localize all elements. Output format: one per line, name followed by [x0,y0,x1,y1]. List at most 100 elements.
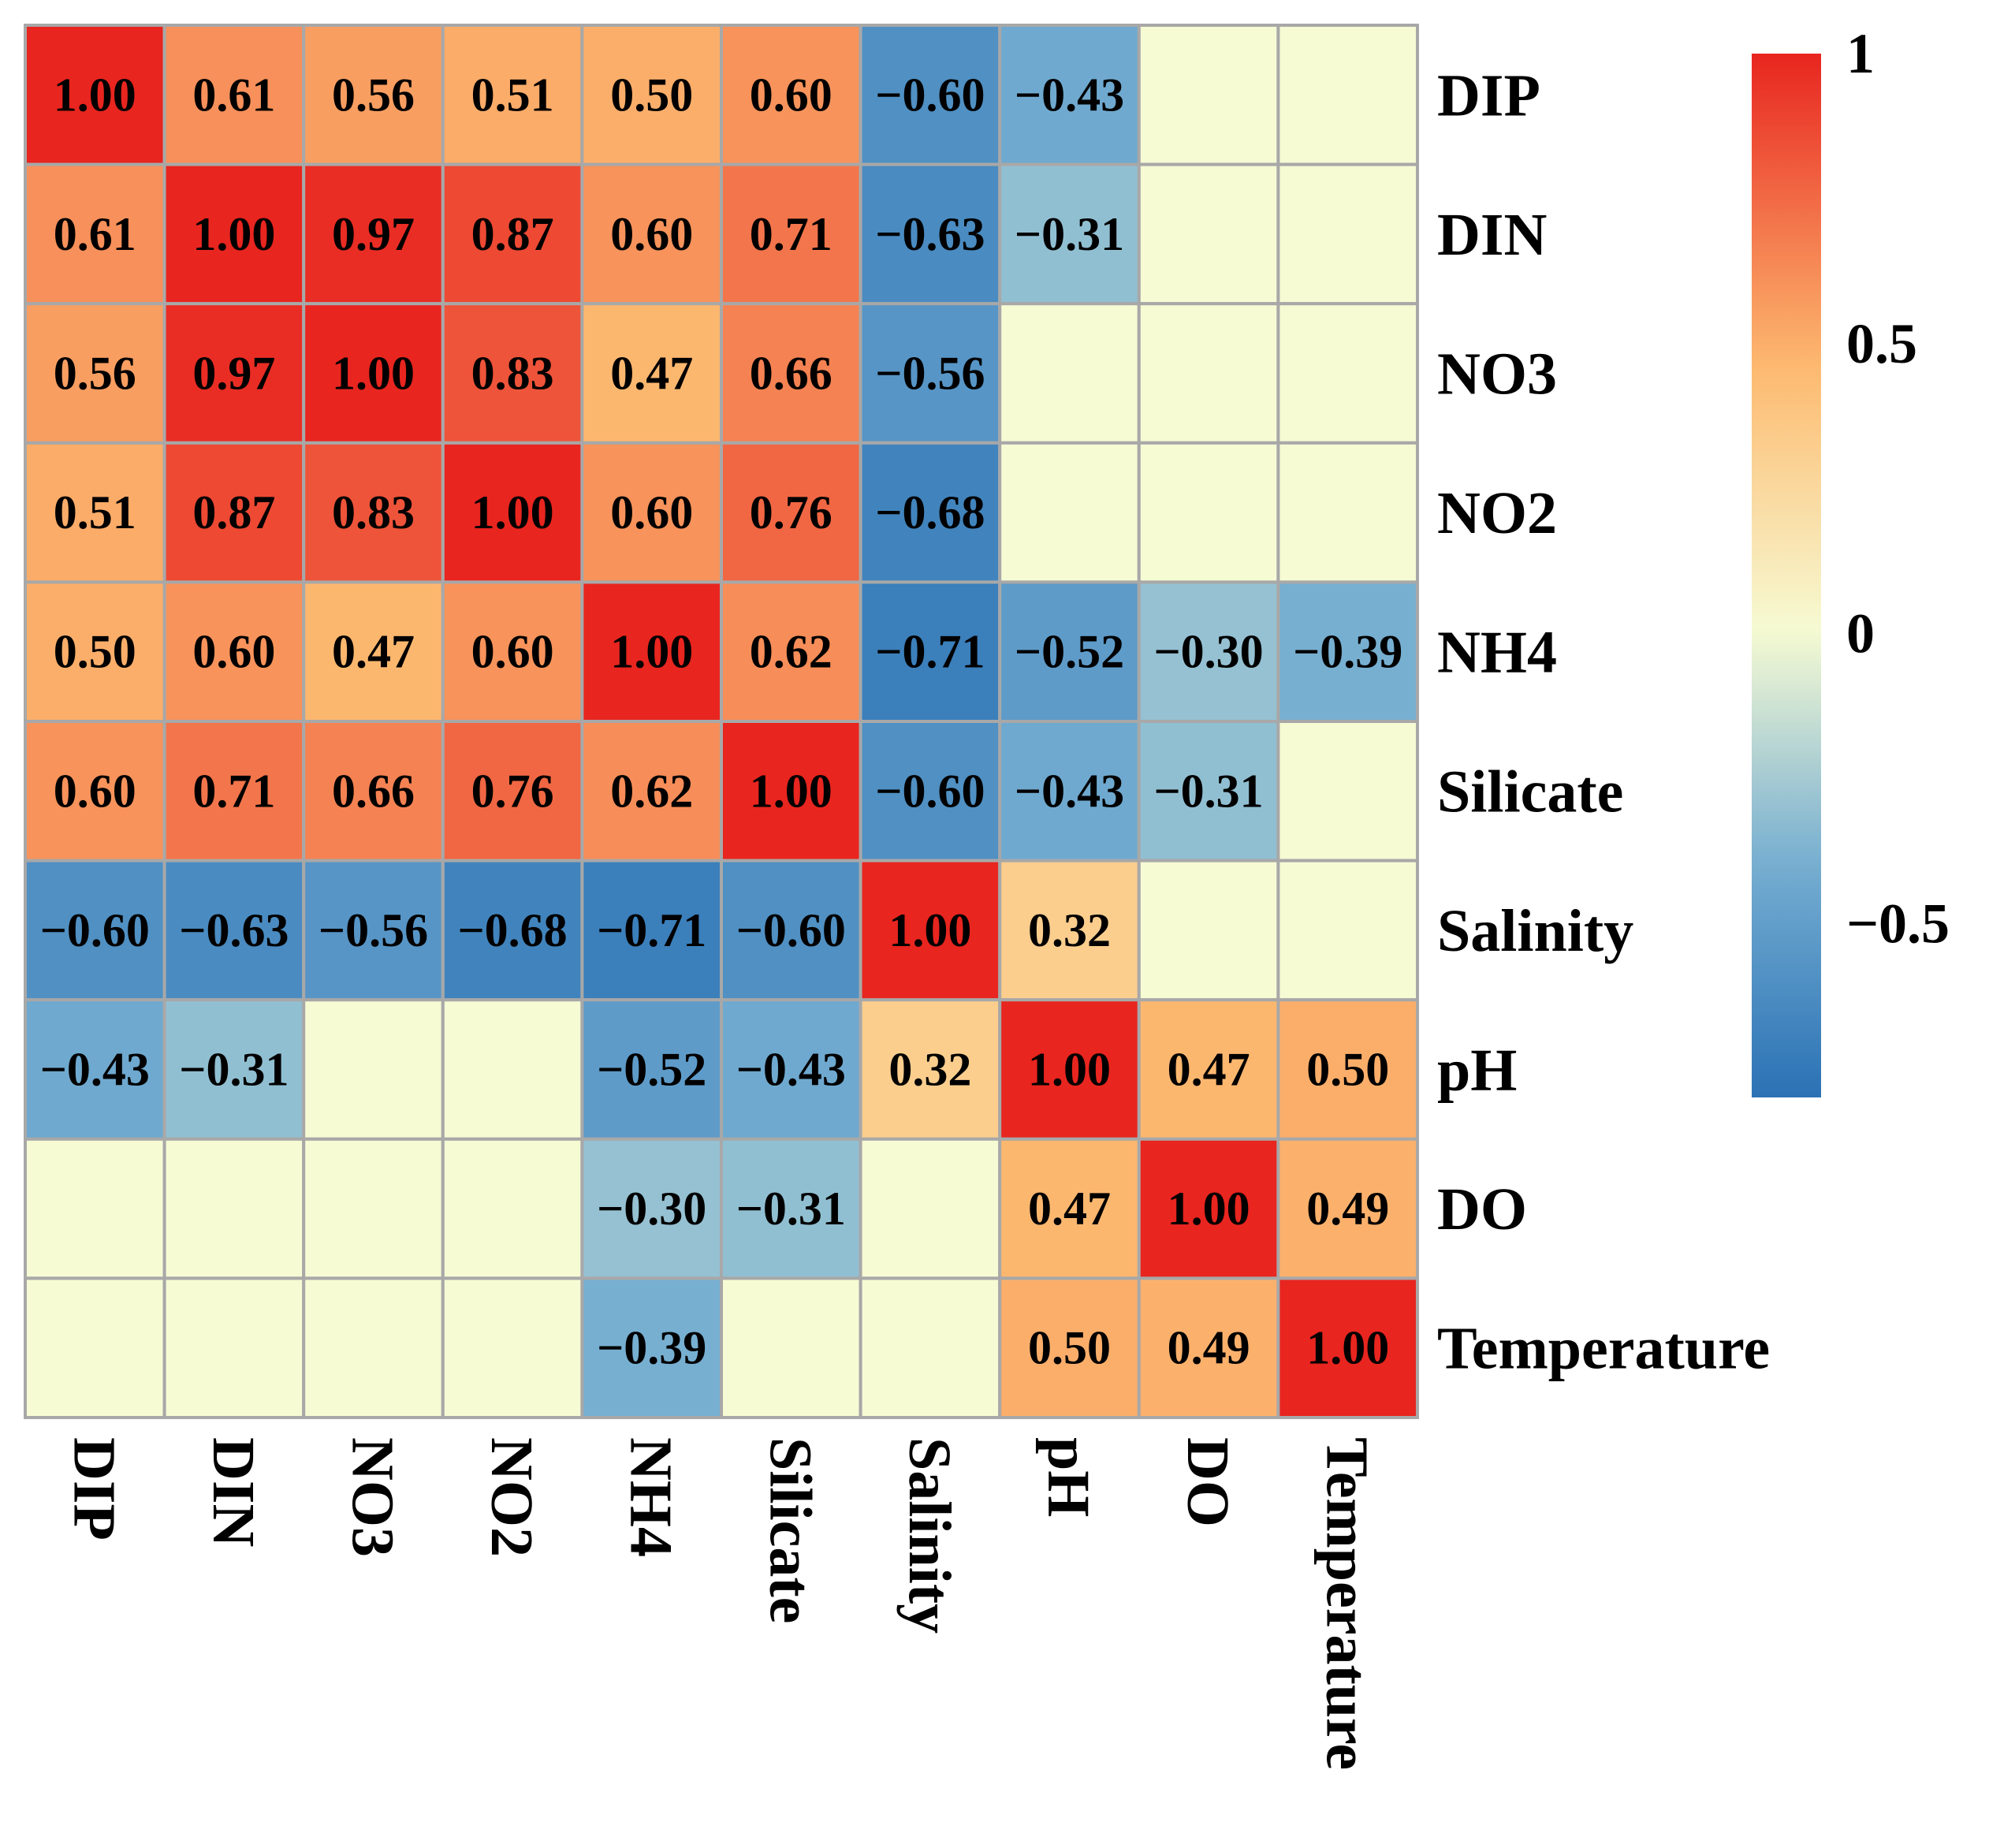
cell-value-label: 0.97 [332,208,415,260]
heatmap-cell-nh4-silicate [720,580,862,724]
cell-value-label: 0.47 [332,626,415,678]
heatmap-cell-nh4-salinity [859,580,1002,724]
row-label-no2: NO2 [1437,480,1557,546]
heatmap-cell-no3-temperature [1276,302,1420,445]
heatmap-cell-no2-dip [24,441,166,584]
cell-value-label: −0.52 [1015,626,1124,678]
heatmap-cell-ph-no2 [441,998,584,1141]
cell-value-label: 0.47 [1168,1044,1250,1096]
colorbar-tick-label: −0.5 [1846,892,1950,955]
heatmap-cell-no2-temperature [1276,441,1420,584]
heatmap-cell-silicate-no2 [441,720,584,863]
heatmap-cell-no2-silicate [720,441,862,584]
heatmap-cell-ph-temperature [1276,998,1420,1141]
heatmap-cell-din-temperature [1276,162,1420,306]
heatmap-cell-salinity-ph [998,859,1141,1002]
heatmap-cell-temperature-salinity [859,1276,1002,1420]
cell-value-label: −0.52 [597,1044,706,1096]
cell-value-label: 1.00 [1028,1044,1111,1096]
heatmap-cell-do-temperature [1276,1137,1420,1280]
cell-value-label: 0.71 [750,208,832,260]
heatmap-cell-no3-ph [998,302,1141,445]
heatmap-cell-salinity-silicate [720,859,862,1002]
cell-value-label: 0.50 [1306,1044,1389,1096]
cell-value-label: 0.87 [471,208,554,260]
column-label-do: DO [1175,1437,1241,1527]
heatmap-cell-nh4-do [1137,580,1280,724]
heatmap-cell-ph-ph [998,998,1141,1141]
column-label-temperature: Temperature [1314,1437,1380,1770]
colorbar-tick-label: 1 [1846,22,1875,85]
cell-value-label: 0.47 [610,348,693,400]
cell-value-label: 0.32 [1028,904,1111,956]
heatmap-cell-temperature-din [162,1276,306,1420]
heatmap-cell-no3-do [1137,302,1280,445]
cell-value-label: 0.60 [610,486,693,538]
heatmap-cell-silicate-silicate [720,720,862,863]
heatmap-cell-silicate-nh4 [580,720,724,863]
row-label-no3: NO3 [1437,341,1557,408]
column-label-ph: pH [1036,1437,1102,1517]
heatmap-cell-no2-do [1137,441,1280,584]
heatmap-cell-do-din [162,1137,306,1280]
cell-value-label: 0.60 [192,626,275,678]
cell-value-label: 0.51 [54,486,136,538]
cell-value-label: −0.30 [1153,626,1263,678]
cell-value-label: 0.71 [192,765,275,817]
cell-value-label: 0.87 [192,486,275,538]
cell-value-label: −0.63 [179,904,289,956]
heatmap-cell-ph-silicate [720,998,862,1141]
heatmap-cell-din-ph [998,162,1141,306]
cell-value-label: −0.60 [875,765,985,817]
cell-value-label: 0.83 [471,348,554,400]
cell-value-label: −0.63 [875,208,985,260]
heatmap-cell-do-no2 [441,1137,584,1280]
heatmap-cell-dip-temperature [1276,24,1420,166]
cell-value-label: 0.50 [1028,1322,1111,1374]
heatmap-cell-do-salinity [859,1137,1002,1280]
cell-value-label: 0.62 [610,765,693,817]
cell-value-label: 0.51 [471,69,554,121]
cell-value-label: −0.56 [875,348,985,400]
cell-value-label: −0.43 [1015,765,1124,817]
cell-value-label: −0.31 [179,1044,289,1096]
heatmap-cell-temperature-do [1137,1276,1280,1420]
heatmap-cell-din-do [1137,162,1280,306]
heatmap-cell-temperature-nh4 [580,1276,724,1420]
heatmap-cell-salinity-temperature [1276,859,1420,1002]
row-label-nh4: NH4 [1437,620,1557,686]
row-label-silicate: Silicate [1437,758,1623,825]
column-label-nh4: NH4 [618,1437,684,1557]
cell-value-label: 0.62 [750,626,832,678]
heatmap-cell-dip-silicate [720,24,862,166]
cell-value-label: 0.60 [54,765,136,817]
column-labels: DIP DIN NO3 NO2 NH4 Silicate Salinity pH DO Tempe… [61,1437,1380,1770]
cell-value-label: 1.00 [192,208,275,260]
cell-value-label: −0.43 [1015,69,1124,121]
heatmap-cell-salinity-salinity [859,859,1002,1002]
cell-value-label: 0.50 [610,69,693,121]
cell-value-label: 0.49 [1168,1322,1250,1374]
cell-value-label: −0.60 [736,904,846,956]
row-label-ph: pH [1437,1038,1517,1104]
cell-value-label: 0.47 [1028,1183,1111,1235]
heatmap-cell-temperature-no2 [441,1276,584,1420]
cell-value-label: −0.39 [1293,626,1402,678]
heatmap-cell-silicate-temperature [1276,720,1420,863]
cell-value-label: 1.00 [54,69,136,121]
cell-value-label: −0.31 [1015,208,1124,260]
cell-value-label: −0.60 [875,69,985,121]
row-label-salinity: Salinity [1437,898,1633,964]
heatmap-cell-dip-dip [24,24,166,166]
cell-value-label: −0.60 [40,904,150,956]
cell-value-label: 0.56 [332,69,415,121]
heatmap-cell-silicate-do [1137,720,1280,863]
heatmap-cell-nh4-din [162,580,306,724]
row-labels: DIP DIN NO3 NO2 NH4 Silicate Salinity pH DO Tempe… [1437,62,1770,1381]
heatmap-cell-dip-din [162,24,306,166]
heatmap-cell-nh4-ph [998,580,1141,724]
cell-value-label: 0.76 [750,486,832,538]
column-label-no3: NO3 [340,1437,406,1557]
heatmap-cell-ph-no3 [302,998,445,1141]
